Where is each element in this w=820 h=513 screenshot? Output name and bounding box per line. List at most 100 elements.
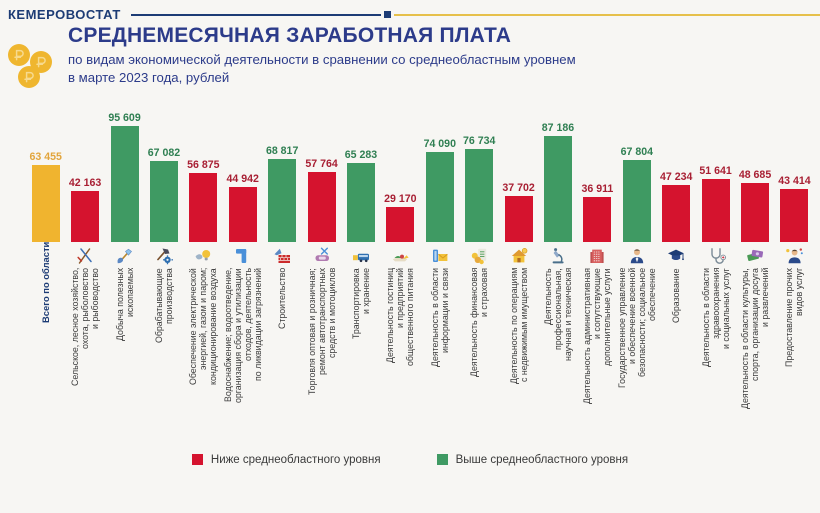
chart-column: 68 817 Строительство (262, 105, 301, 446)
category-label-area: Деятельность профессиональная, научная и… (543, 268, 573, 446)
chart-column: 29 170 Деятельность гостиниц и предприяти… (381, 105, 420, 446)
education-icon (666, 242, 686, 268)
bar-above (425, 151, 454, 242)
category-label: Предоставление прочих видов услуг (784, 267, 805, 367)
chart-column: 63 455 Всего по области (26, 105, 65, 420)
header: КЕМЕРОВОСТАТ (0, 0, 820, 22)
category-label: Строительство (277, 267, 288, 329)
chart-column: 67 804 Государственное управление и обесп… (617, 105, 657, 446)
bar-area: 36 911 (581, 105, 613, 242)
bar-area: 63 455 (30, 105, 62, 242)
bar-area: 95 609 (108, 105, 141, 242)
bar-below (741, 182, 770, 242)
bar-value-label: 57 764 (305, 157, 338, 170)
bar-below (504, 195, 533, 242)
bar-below (189, 172, 218, 242)
category-label: Государственное управление и обеспечение… (616, 267, 657, 389)
page-subtitle: по видам экономической деятельности в ср… (68, 51, 810, 87)
category-label-area: Транспортировка и хранение (351, 268, 371, 446)
chart-column: 74 090 Деятельность в области информации … (420, 105, 459, 446)
category-label-area: Деятельность финансовая и страховая (469, 268, 489, 446)
bar-value-label: 47 234 (660, 170, 693, 183)
category-label-area: Образование (671, 268, 681, 446)
bar-area: 47 234 (660, 105, 692, 242)
chart-column: 95 609 Добыча полезных ископаемых (105, 105, 144, 446)
services-icon (784, 242, 804, 268)
transport-icon (351, 242, 371, 268)
construction-icon (272, 242, 292, 268)
category-label-area: Строительство (277, 268, 287, 446)
bar-area: 43 414 (778, 105, 811, 242)
below-level-swatch (191, 454, 203, 466)
category-label-area: Государственное управление и обеспечение… (617, 268, 657, 446)
category-label: Деятельность в области культуры, спорта,… (740, 267, 771, 409)
bar-value-label: 51 641 (699, 164, 732, 177)
culture-icon (745, 242, 765, 268)
category-label: Деятельность по операциям с недвижимым и… (508, 267, 529, 384)
category-label: Добыча полезных ископаемых (114, 267, 135, 341)
bar-area: 51 641 (699, 105, 732, 242)
legend-label-below: Ниже среднеобластного уровня (210, 453, 381, 466)
category-label-area: Добыча полезных ископаемых (115, 268, 135, 446)
bar-above (543, 135, 572, 242)
water-icon (233, 242, 253, 268)
bar-total (31, 164, 60, 242)
category-label-area: Деятельность по операциям с недвижимым и… (509, 268, 529, 446)
bar-value-label: 67 804 (620, 145, 653, 158)
bar-value-label: 76 734 (462, 134, 496, 147)
category-label: Всего по области (40, 241, 52, 323)
subtitle-line-2: в марте 2023 года, рублей (68, 69, 230, 85)
bar-area: 44 942 (227, 105, 259, 242)
chart-column: 42 163 Сельское, лесное хозяйство, охота,… (65, 105, 104, 446)
brand-title: КЕМЕРОВОСТАТ (8, 7, 121, 22)
bar-below (583, 196, 612, 242)
category-label-area: Обрабатывающие производства (154, 268, 174, 446)
above-level-swatch (436, 454, 448, 466)
bar-value-label: 74 090 (423, 137, 456, 150)
category-label: Деятельность в области здравоохранения и… (700, 267, 731, 367)
bar-area: 67 082 (148, 105, 180, 242)
chart-column: 48 685 Деятельность в области культуры, с… (735, 105, 774, 446)
category-label-area: Обеспечение электрической энергией, газо… (188, 268, 218, 446)
bar-area: 67 804 (621, 105, 653, 242)
chart-column: 76 734 Деятельность финансовая и страхова… (459, 105, 498, 446)
bar-area: 74 090 (424, 105, 456, 242)
bar-area: 48 685 (739, 105, 771, 242)
chart-column: 47 234 Образование (657, 105, 696, 446)
bar-below (662, 184, 691, 242)
category-label: Обрабатывающие производства (153, 267, 174, 343)
header-rule-gold (393, 13, 820, 16)
category-label: Торговля оптовая и розничная; ремонт авт… (306, 267, 337, 395)
bar-value-label: 37 702 (502, 181, 535, 194)
bar-above (110, 125, 139, 242)
chart-column: 43 414 Предоставление прочих видов услуг (775, 105, 814, 446)
category-label: Деятельность финансовая и страховая (469, 267, 490, 378)
salary-bar-chart: 63 455 Всего по области 42 163 Сельское, ле… (26, 105, 814, 446)
information-icon (430, 242, 450, 268)
mining-icon (115, 242, 135, 268)
bar-area: 56 875 (187, 105, 220, 242)
bar-value-label: 44 942 (226, 172, 259, 185)
category-label-area: Сельское, лесное хозяйство, охота, рыбол… (70, 268, 100, 446)
bar-above (149, 160, 178, 242)
category-label-area: Деятельность в области информации и связ… (430, 268, 450, 446)
finance-icon (469, 242, 489, 268)
bar-value-label: 48 685 (738, 168, 772, 181)
bar-above (346, 162, 375, 242)
category-label: Деятельность профессиональная, научная и… (542, 267, 573, 361)
hotel-icon (390, 242, 410, 268)
bar-above (465, 148, 494, 242)
bar-value-label: 87 186 (541, 121, 575, 134)
bar-value-label: 63 455 (29, 150, 62, 163)
bar-below (701, 178, 730, 242)
government-icon (627, 242, 647, 268)
category-label: Транспортировка и хранение (350, 267, 371, 339)
category-label-area: Торговля оптовая и розничная; ремонт авт… (307, 268, 337, 446)
bar-value-label: 42 163 (68, 176, 102, 189)
category-label: Деятельность административная и сопутств… (582, 267, 613, 404)
bar-area: 29 170 (384, 105, 417, 242)
category-label-area: Всего по области (40, 242, 51, 420)
category-label: Сельское, лесное хозяйство, охота, рыбол… (70, 267, 101, 386)
ruble-coins-icon (6, 40, 58, 99)
